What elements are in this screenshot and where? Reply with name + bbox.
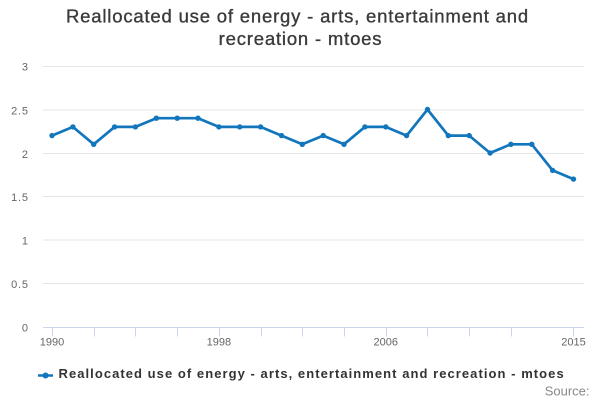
svg-text:3: 3 [22,61,29,73]
svg-text:0.5: 0.5 [11,279,29,291]
svg-text:1: 1 [22,235,29,247]
svg-text:2015: 2015 [561,337,585,349]
svg-text:Reallocated use of energy - ar: Reallocated use of energy - arts, entert… [66,6,529,27]
svg-text:0: 0 [22,322,29,334]
svg-text:2: 2 [22,149,29,161]
svg-text:2.5: 2.5 [11,106,29,118]
svg-text:1990: 1990 [40,337,64,349]
svg-text:1.5: 1.5 [11,192,29,204]
svg-text:2006: 2006 [374,337,398,349]
svg-text:Reallocated use of energy - ar: Reallocated use of energy - arts, entert… [59,366,565,381]
svg-text:Source:: Source: [545,383,590,398]
svg-text:recreation - mtoes: recreation - mtoes [219,28,383,49]
svg-text:1998: 1998 [207,337,231,349]
